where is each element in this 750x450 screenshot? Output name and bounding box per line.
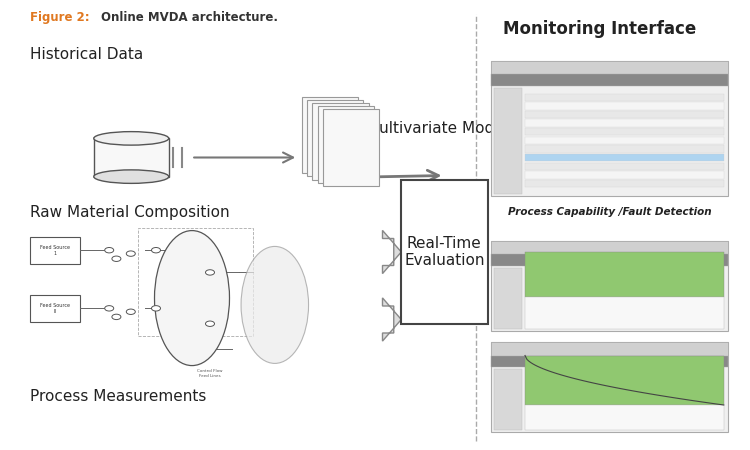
Text: Multivariate Models: Multivariate Models — [366, 121, 516, 136]
Text: Online MVDA architecture.: Online MVDA architecture. — [101, 11, 278, 24]
FancyBboxPatch shape — [494, 268, 522, 328]
FancyBboxPatch shape — [525, 180, 724, 187]
Circle shape — [206, 321, 214, 326]
Text: Control Flow
Feed Lines: Control Flow Feed Lines — [197, 369, 223, 378]
Polygon shape — [382, 298, 401, 341]
FancyBboxPatch shape — [525, 137, 724, 144]
Ellipse shape — [94, 131, 169, 145]
Circle shape — [152, 306, 160, 311]
FancyBboxPatch shape — [302, 97, 358, 173]
FancyBboxPatch shape — [491, 61, 728, 196]
Ellipse shape — [154, 230, 230, 365]
FancyBboxPatch shape — [491, 241, 728, 254]
FancyBboxPatch shape — [525, 356, 724, 405]
FancyBboxPatch shape — [525, 102, 724, 109]
FancyBboxPatch shape — [308, 100, 364, 176]
Polygon shape — [454, 230, 488, 274]
Text: Raw Material Composition: Raw Material Composition — [30, 205, 230, 220]
FancyBboxPatch shape — [323, 109, 380, 186]
FancyBboxPatch shape — [401, 180, 488, 324]
FancyBboxPatch shape — [30, 237, 80, 264]
FancyBboxPatch shape — [312, 103, 369, 180]
Text: Real-Time
Evaluation: Real-Time Evaluation — [404, 236, 484, 268]
FancyBboxPatch shape — [491, 342, 728, 432]
FancyBboxPatch shape — [525, 119, 724, 127]
FancyBboxPatch shape — [525, 128, 724, 135]
FancyBboxPatch shape — [525, 154, 724, 161]
Polygon shape — [94, 139, 169, 176]
Circle shape — [112, 314, 121, 319]
FancyBboxPatch shape — [494, 88, 522, 194]
FancyBboxPatch shape — [494, 369, 522, 430]
Circle shape — [206, 270, 214, 275]
FancyBboxPatch shape — [525, 145, 724, 153]
FancyBboxPatch shape — [525, 94, 724, 101]
Text: Feed Source
II: Feed Source II — [40, 303, 70, 314]
FancyBboxPatch shape — [525, 171, 724, 179]
Text: Monitoring Interface: Monitoring Interface — [503, 20, 697, 38]
Circle shape — [105, 248, 114, 253]
Text: Figure 2:: Figure 2: — [30, 11, 90, 24]
FancyBboxPatch shape — [491, 356, 728, 367]
Text: Process Capability /Fault Detection: Process Capability /Fault Detection — [508, 207, 711, 217]
Circle shape — [152, 248, 160, 253]
FancyBboxPatch shape — [491, 254, 728, 266]
Circle shape — [126, 309, 135, 315]
Ellipse shape — [241, 247, 308, 364]
FancyBboxPatch shape — [30, 295, 80, 322]
Text: Historical Data: Historical Data — [30, 47, 143, 62]
FancyBboxPatch shape — [491, 241, 728, 331]
FancyBboxPatch shape — [525, 405, 724, 430]
Text: Process Measurements: Process Measurements — [30, 389, 206, 404]
Circle shape — [105, 306, 114, 311]
Text: Impact Evaluation/Quality Prediction: Impact Evaluation/Quality Prediction — [503, 342, 716, 352]
FancyBboxPatch shape — [525, 162, 724, 170]
FancyBboxPatch shape — [491, 74, 728, 86]
Ellipse shape — [94, 170, 169, 184]
FancyBboxPatch shape — [525, 252, 724, 297]
FancyBboxPatch shape — [491, 342, 728, 356]
Polygon shape — [382, 230, 401, 274]
FancyBboxPatch shape — [525, 297, 724, 328]
FancyBboxPatch shape — [491, 61, 728, 74]
Circle shape — [126, 251, 135, 256]
Circle shape — [112, 256, 121, 261]
FancyBboxPatch shape — [318, 106, 374, 183]
FancyBboxPatch shape — [525, 111, 724, 118]
Text: Feed Source
1: Feed Source 1 — [40, 245, 70, 256]
